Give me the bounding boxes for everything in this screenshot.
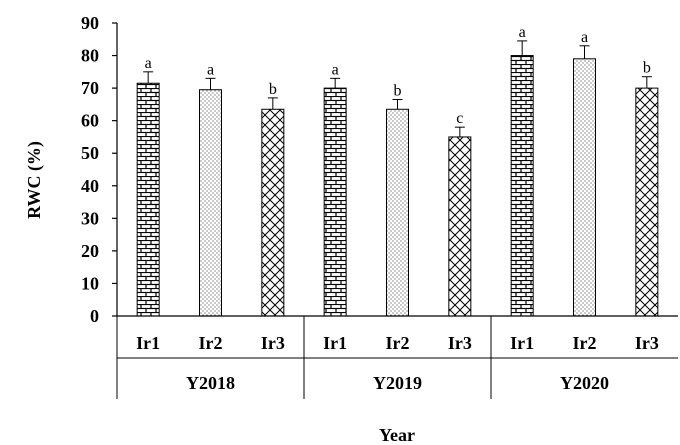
x-tick-label: Ir2 [573,333,597,353]
group-label: Y2019 [373,373,422,393]
significance-label: a [332,61,339,78]
group-label: Y2020 [560,373,609,393]
y-tick-label: 70 [81,78,99,98]
bar-Y2018-Ir3 [261,108,285,317]
significance-label: b [269,81,277,98]
y-tick-label: 50 [81,143,99,163]
bar-Y2019-Ir3 [448,136,472,317]
bar-Y2019-Ir2 [386,108,409,317]
y-tick-label: 0 [90,306,99,326]
bar-Y2020-Ir1 [510,55,534,317]
y-axis: 0 10 20 30 40 50 60 70 80 90 [81,13,118,326]
y-tick-label: 10 [81,273,99,293]
y-tick-label: 90 [81,13,99,33]
x-tick-label: Ir3 [635,333,659,353]
significance-label: b [643,60,651,77]
bars: a a b a b c a a b [136,24,659,317]
y-tick-label: 30 [81,208,99,228]
x-axis: Ir1 Ir2 Ir3 Y2018 Ir1 Ir2 Ir3 Y2019 Ir1 Ir2 Ir3 Y20… [116,315,678,399]
bar-Y2018-Ir1 [136,82,160,317]
significance-label: c [456,110,463,127]
significance-label: a [145,55,152,72]
x-tick-label: Ir1 [510,333,534,353]
significance-label: a [581,29,588,46]
bar-Y2018-Ir2 [199,89,222,317]
significance-label: a [207,61,214,78]
y-tick-label: 20 [81,241,99,261]
x-tick-label: Ir1 [136,333,160,353]
significance-label: a [519,24,526,41]
group-label: Y2018 [186,373,235,393]
x-tick-label: Ir1 [323,333,347,353]
bar-Y2019-Ir1 [323,87,347,317]
bar-Y2020-Ir2 [573,58,596,317]
y-axis-title: RWC (%) [24,141,45,219]
significance-label: b [394,83,402,100]
y-tick-label: 80 [81,46,99,66]
x-axis-title: Year [379,425,415,445]
x-tick-label: Ir2 [386,333,410,353]
x-tick-label: Ir2 [199,333,223,353]
y-tick-label: 40 [81,176,99,196]
bar-Y2020-Ir3 [635,87,659,317]
x-tick-label: Ir3 [448,333,472,353]
y-tick-label: 60 [81,111,99,131]
x-tick-label: Ir3 [261,333,285,353]
